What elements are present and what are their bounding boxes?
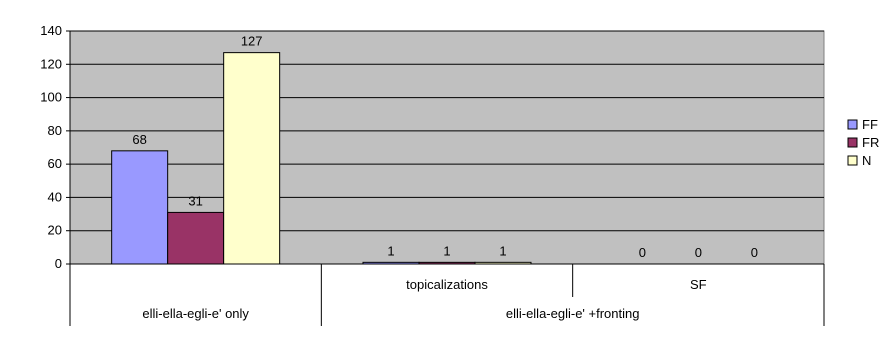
bars: [111, 52, 532, 265]
x-category-label: elli-ella-egli-e' only: [142, 306, 249, 321]
data-label: 0: [639, 245, 646, 260]
y-tick-label: 120: [40, 56, 62, 71]
y-tick-label: 60: [48, 156, 62, 171]
y-tick-label: 40: [48, 189, 62, 204]
legend: FF FR N: [847, 117, 879, 168]
data-label: 1: [443, 243, 450, 258]
legend-swatch-ff: [847, 119, 858, 130]
data-label: 0: [751, 245, 758, 260]
y-tick-label: 20: [48, 223, 62, 238]
bar-fr-1: [167, 211, 225, 265]
y-tick-label: 0: [55, 256, 62, 271]
y-tick-label: 100: [40, 90, 62, 105]
y-axis: 0 20 40 60 80 100 120 140: [40, 23, 71, 271]
x-category-label: SF: [690, 277, 707, 292]
data-label: 127: [241, 34, 263, 49]
bar-n-1: [223, 52, 281, 265]
legend-label: N: [862, 153, 871, 168]
bar-ff-1: [111, 150, 169, 265]
y-tick-label: 140: [40, 23, 62, 38]
data-label: 0: [695, 245, 702, 260]
data-label: 68: [132, 132, 146, 147]
legend-swatch-n: [847, 155, 858, 166]
x-axis: elli-ella-egli-e' only topicalizations SF e…: [69, 263, 825, 326]
legend-label: FR: [862, 135, 879, 150]
data-label: 1: [387, 243, 394, 258]
legend-label: FF: [862, 117, 878, 132]
data-label: 1: [499, 243, 506, 258]
data-label: 31: [188, 193, 202, 208]
legend-swatch-fr: [847, 137, 858, 148]
data-labels: 68 31 127 1 1 1 0 0 0: [132, 34, 758, 260]
x-group-label: elli-ella-egli-e' +fronting: [506, 306, 640, 321]
x-category-label: topicalizations: [406, 277, 488, 292]
y-tick-label: 80: [48, 123, 62, 138]
